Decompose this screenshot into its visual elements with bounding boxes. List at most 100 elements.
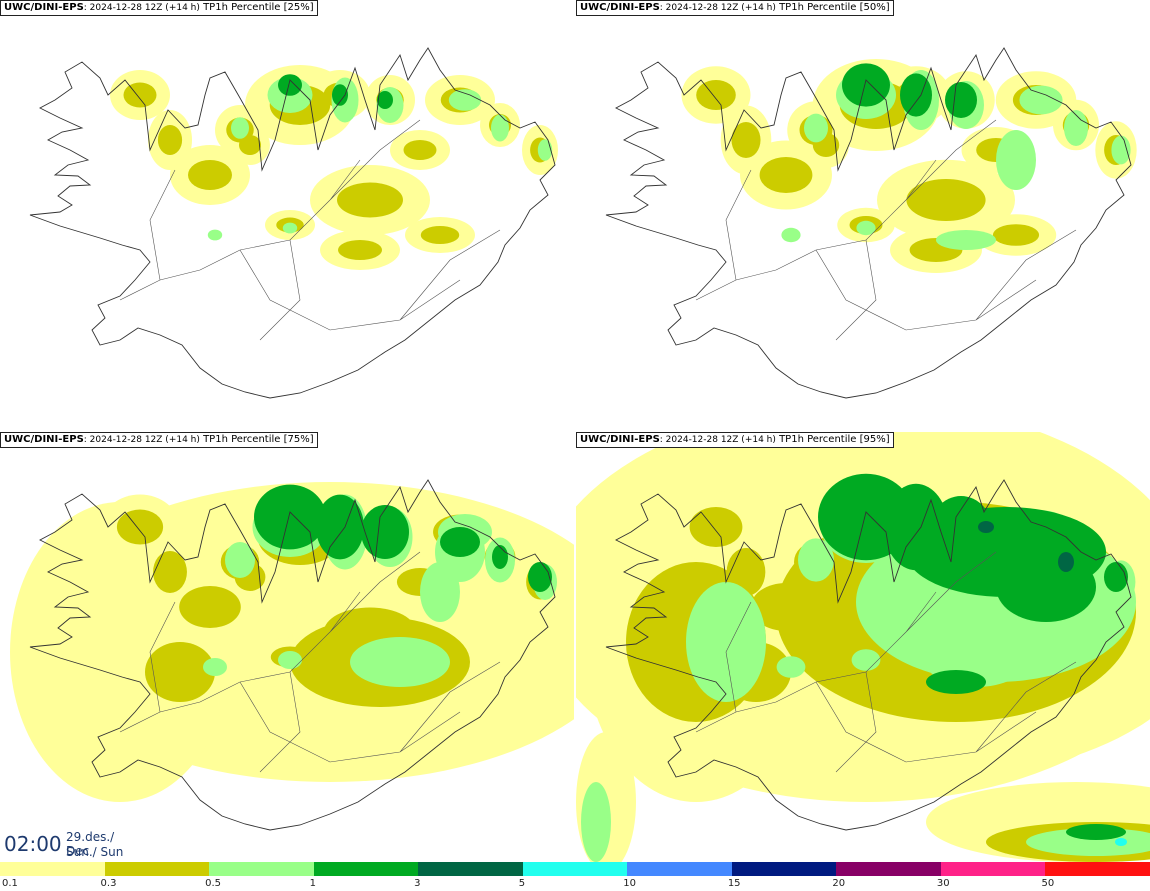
road-lines xyxy=(695,119,1077,341)
precip-map xyxy=(10,479,574,831)
precip-contour xyxy=(203,658,227,676)
precip-contour xyxy=(992,224,1040,246)
precip-contour xyxy=(361,505,409,559)
precip-contour xyxy=(440,527,480,557)
road-lines xyxy=(695,551,1077,773)
legend-swatch xyxy=(522,862,628,876)
precip-contour xyxy=(978,521,994,533)
precip-contour xyxy=(856,220,876,236)
precip-contour xyxy=(332,84,348,106)
precip-contour xyxy=(776,656,806,678)
precip-contour xyxy=(528,562,552,592)
map-panel-p25[interactable]: UWC/DINI-EPS: 2024-12-28 12Z (+14 h) TP1… xyxy=(0,0,574,430)
precip-contour xyxy=(1058,552,1074,572)
precip-contour xyxy=(759,157,813,193)
legend-label: 1 xyxy=(309,878,316,889)
legend-swatch xyxy=(731,862,837,876)
precip-contour xyxy=(448,89,482,111)
precip-contour xyxy=(686,582,766,702)
precip-contour xyxy=(188,160,232,190)
precip-contour xyxy=(278,651,302,669)
precip-contour xyxy=(278,74,302,96)
precip-contour xyxy=(239,135,261,155)
legend-label: 0.3 xyxy=(100,878,117,889)
precip-contour xyxy=(689,507,743,547)
precip-contour xyxy=(1019,85,1063,115)
legend-label: 0.1 xyxy=(2,878,18,889)
legend-swatch xyxy=(836,862,942,876)
legend-swatch xyxy=(418,862,524,876)
precip-contour xyxy=(420,226,460,244)
legend-label: 10 xyxy=(623,878,636,889)
legend-swatch xyxy=(104,862,210,876)
precip-contour xyxy=(926,670,986,694)
precip-contour xyxy=(1104,562,1128,592)
precip-contour xyxy=(996,552,1096,622)
coastline xyxy=(605,47,1132,399)
precip-contour xyxy=(581,782,611,862)
legend-label: 30 xyxy=(936,878,950,889)
map-panel-p50[interactable]: UWC/DINI-EPS: 2024-12-28 12Z (+14 h) TP1… xyxy=(576,0,1150,430)
panel-title: UWC/DINI-EPS: 2024-12-28 12Z (+14 h) TP1… xyxy=(0,432,318,448)
precip-contour xyxy=(403,140,437,160)
panel-title: UWC/DINI-EPS: 2024-12-28 12Z (+14 h) TP1… xyxy=(576,0,894,16)
panel-title: UWC/DINI-EPS: 2024-12-28 12Z (+14 h) TP1… xyxy=(576,432,894,448)
precip-contour xyxy=(1066,824,1126,840)
legend-swatch xyxy=(627,862,733,876)
precip-contour xyxy=(731,122,761,158)
precip-contour xyxy=(1111,135,1131,165)
precip-contour xyxy=(123,82,157,108)
precip-contour xyxy=(350,637,450,687)
precip-map xyxy=(29,47,558,399)
map-panel-p75[interactable]: UWC/DINI-EPS: 2024-12-28 12Z (+14 h) TP1… xyxy=(0,432,574,862)
precip-map xyxy=(576,432,1150,862)
precip-contour xyxy=(798,538,834,582)
precip-contour xyxy=(207,229,223,241)
precip-contour xyxy=(225,542,255,578)
legend-label: 50 xyxy=(1041,878,1055,889)
legend-swatch xyxy=(313,862,419,876)
precip-contour xyxy=(337,182,403,218)
legend-label: 20 xyxy=(832,878,846,889)
precip-contour xyxy=(377,91,393,109)
road-lines xyxy=(119,119,501,341)
precip-contour xyxy=(145,642,215,702)
precip-contour xyxy=(936,230,996,250)
legend-swatch xyxy=(209,862,315,876)
precip-contour xyxy=(1115,838,1127,846)
panel-title: UWC/DINI-EPS: 2024-12-28 12Z (+14 h) TP1… xyxy=(0,0,318,16)
precip-contour xyxy=(537,139,553,161)
precip-contour xyxy=(157,125,183,155)
valid-time: 02:00 xyxy=(4,832,62,856)
precip-contour xyxy=(696,80,736,110)
legend-label: 3 xyxy=(414,878,421,889)
coastline xyxy=(29,47,556,399)
legend-swatch xyxy=(940,862,1046,876)
road-lines xyxy=(119,551,501,773)
precip-contour xyxy=(492,545,508,569)
precip-contour xyxy=(316,494,364,560)
precip-contour xyxy=(153,551,187,593)
precip-contour xyxy=(116,509,164,545)
legend-swatch xyxy=(1045,862,1150,876)
precip-contour xyxy=(842,63,890,107)
precip-contour xyxy=(781,227,801,243)
precip-contour xyxy=(231,117,249,139)
color-legend: 0.1 0.3 0.5 1 3 5 10 15 20 30 50 xyxy=(0,862,1150,891)
precip-contour xyxy=(851,649,881,671)
precip-contour xyxy=(179,586,241,628)
legend-label: 0.5 xyxy=(205,878,221,889)
precip-contour xyxy=(491,114,509,142)
precip-contour xyxy=(900,73,932,117)
precip-contour xyxy=(804,113,828,143)
precip-contour xyxy=(996,130,1036,190)
legend-swatch xyxy=(0,862,106,876)
map-panel-p95[interactable]: UWC/DINI-EPS: 2024-12-28 12Z (+14 h) TP1… xyxy=(576,432,1150,862)
precip-map xyxy=(605,47,1137,399)
legend-label: 5 xyxy=(518,878,526,889)
precip-contour xyxy=(282,222,298,234)
coastline xyxy=(29,479,556,831)
valid-time-box: 02:00 29.des./ Dec Sun./ Sun xyxy=(0,826,132,862)
precip-contour xyxy=(945,82,977,118)
precip-contour xyxy=(1064,110,1088,146)
